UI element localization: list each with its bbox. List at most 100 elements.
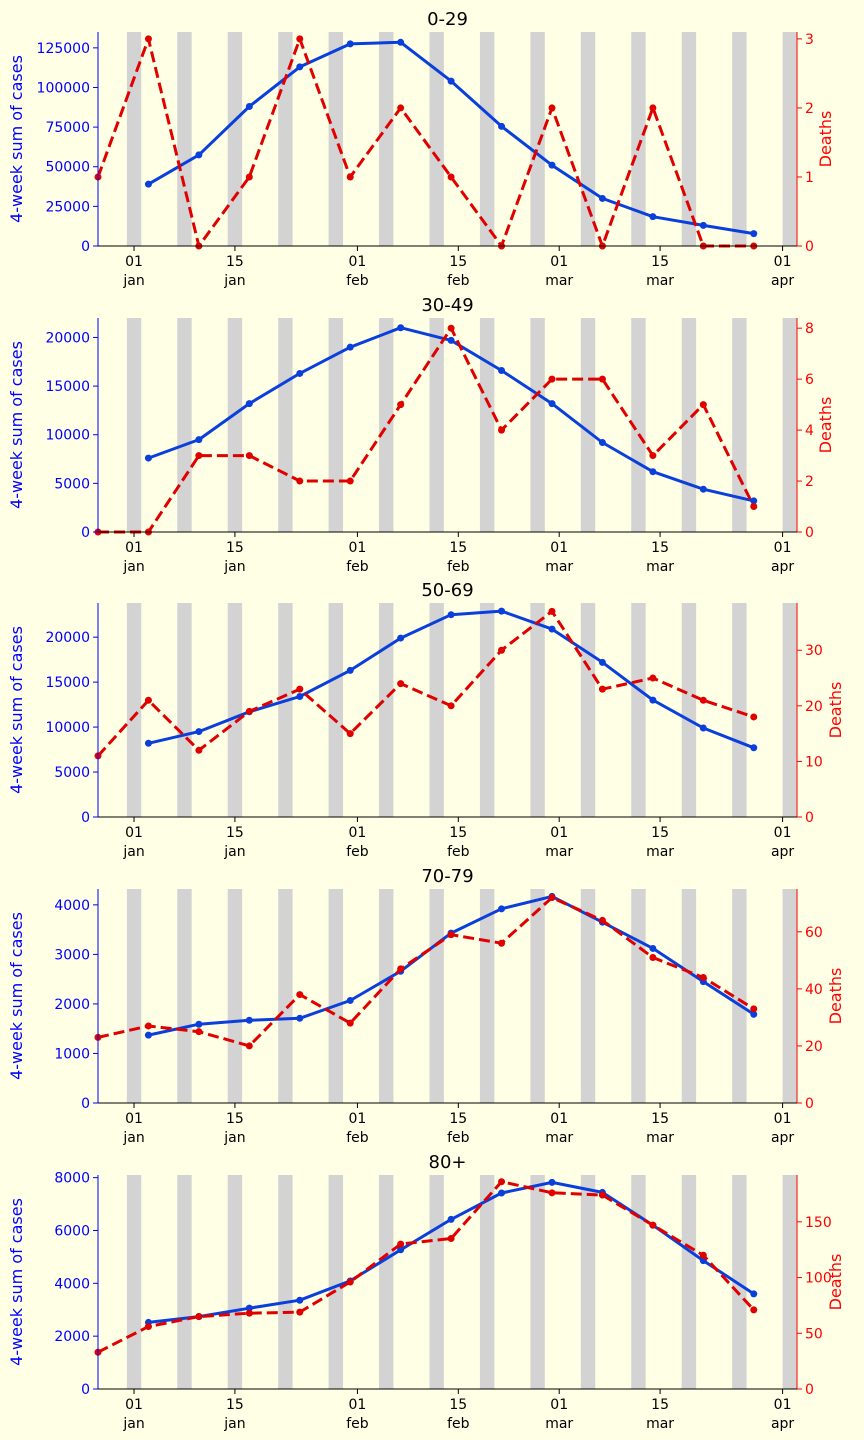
right-tick-label: 20	[805, 1039, 823, 1055]
x-tick-label: jan	[223, 1416, 245, 1432]
left-tick-label: 0	[81, 1382, 90, 1398]
x-tick-label: mar	[646, 844, 674, 860]
deaths-series-line	[96, 609, 755, 757]
weekend-shade	[631, 1175, 646, 1389]
deaths-point	[447, 702, 455, 710]
deaths-point	[195, 1313, 203, 1321]
deaths-point	[144, 35, 152, 43]
weekend-shade	[126, 889, 142, 1103]
deaths-point	[598, 375, 606, 383]
deaths-point	[649, 104, 657, 112]
cases-point	[649, 944, 657, 952]
deaths-point	[346, 477, 354, 485]
subplot-50-69: 05000100001500020000010203001jan15jan01f…	[7, 580, 845, 860]
left-tick-label: 20000	[45, 330, 90, 346]
weekend-shade	[177, 32, 192, 246]
left-tick-label: 5000	[54, 476, 90, 492]
right-tick-label: 3	[805, 32, 814, 48]
deaths-point	[397, 680, 405, 688]
right-tick-label: 0	[805, 525, 814, 541]
right-tick-label: 0	[805, 810, 814, 826]
left-tick-label: 15000	[45, 675, 90, 691]
x-tick-label: feb	[346, 1130, 369, 1146]
deaths-point	[195, 1028, 203, 1036]
cases-point	[649, 468, 657, 476]
weekend-shade	[177, 889, 192, 1103]
x-tick-label: 01	[125, 254, 143, 270]
deaths-point	[598, 685, 606, 693]
deaths-point	[296, 1308, 304, 1316]
deaths-point	[245, 1042, 253, 1050]
weekend-shade	[379, 889, 394, 1103]
subplot-80+: 0 2000 4000 6000 8000 0 50 100 150 01 jan 15 jan 01 fe…	[7, 1152, 845, 1432]
cases-point	[296, 693, 304, 701]
x-tick-label: mar	[545, 1130, 573, 1146]
weekend-shade	[580, 1175, 596, 1389]
left-tick-label: 15000	[45, 379, 90, 395]
right-tick-label: 6	[805, 372, 814, 388]
x-tick-label: 01	[125, 1111, 143, 1127]
left-tick-label: 100000	[37, 80, 90, 96]
weekend-shade	[782, 889, 797, 1103]
subplot-0-29: 0250005000075000100000125000012301jan15j…	[7, 9, 835, 289]
weekend-shade	[732, 1175, 747, 1389]
weekend-shade	[328, 889, 344, 1103]
x-tick-label: 01	[349, 1397, 367, 1413]
x-tick-label: 01	[774, 1111, 792, 1127]
deaths-point	[649, 1221, 657, 1229]
x-tick-label: feb	[447, 273, 470, 289]
cases-point	[750, 744, 758, 752]
weekend-shade	[782, 603, 797, 817]
weekend-shade	[782, 32, 797, 246]
right-tick-label: 60	[805, 925, 823, 941]
cases-point	[649, 213, 657, 221]
deaths-point	[296, 991, 304, 999]
weekend-shade	[429, 1175, 444, 1389]
x-tick-label: 01	[349, 254, 367, 270]
deaths-point	[598, 916, 606, 924]
weekend-shade	[530, 32, 545, 246]
subplot-30-49: 0 5000 10000 15000 20000 0 2 4 6 8 01 jan 15 jan 01 feb…	[7, 295, 835, 575]
deaths-series-line	[97, 896, 755, 1048]
x-tick-label: feb	[447, 1416, 470, 1432]
deaths-point	[548, 104, 556, 112]
x-tick-label: 01	[550, 540, 568, 556]
x-tick-label: mar	[545, 1416, 573, 1432]
right-tick-label: 20	[805, 699, 823, 715]
deaths-point	[498, 426, 506, 434]
cases-point	[750, 1290, 758, 1298]
weekend-shade	[227, 603, 243, 817]
right-tick-label: 2	[805, 101, 814, 117]
cases-point	[245, 400, 253, 408]
x-tick-label: mar	[646, 1416, 674, 1432]
deaths-point	[346, 730, 354, 738]
deaths-point	[548, 607, 556, 615]
x-tick-label: jan	[223, 273, 245, 289]
weekend-shade	[681, 1175, 697, 1389]
x-tick-label: 15	[651, 540, 669, 556]
deaths-point	[699, 1251, 707, 1259]
weekend-shade	[328, 1175, 344, 1389]
cases-point	[498, 367, 506, 375]
deaths-point	[447, 1235, 455, 1243]
left-tick-label: 10000	[45, 720, 90, 736]
weekend-shade	[732, 318, 747, 532]
x-tick-label: mar	[545, 559, 573, 575]
cases-point	[498, 607, 506, 615]
subplot-title: 50-69	[421, 580, 473, 601]
weekend-shade	[479, 1175, 495, 1389]
deaths-point	[346, 173, 354, 181]
cases-point	[548, 161, 556, 169]
x-tick-label: 01	[774, 825, 792, 841]
right-tick-label: 2	[805, 474, 814, 490]
right-tick-label: 0	[805, 1096, 814, 1112]
weekend-shade	[278, 603, 293, 817]
x-tick-label: 15	[651, 1397, 669, 1413]
cases-point	[397, 1246, 405, 1254]
cases-point	[346, 343, 354, 351]
cases-point	[144, 1031, 152, 1039]
weekend-shade	[732, 603, 747, 817]
right-axis-label: Deaths	[816, 397, 835, 454]
weekend-shade	[227, 318, 243, 532]
right-axis-label: Deaths	[826, 1254, 845, 1311]
